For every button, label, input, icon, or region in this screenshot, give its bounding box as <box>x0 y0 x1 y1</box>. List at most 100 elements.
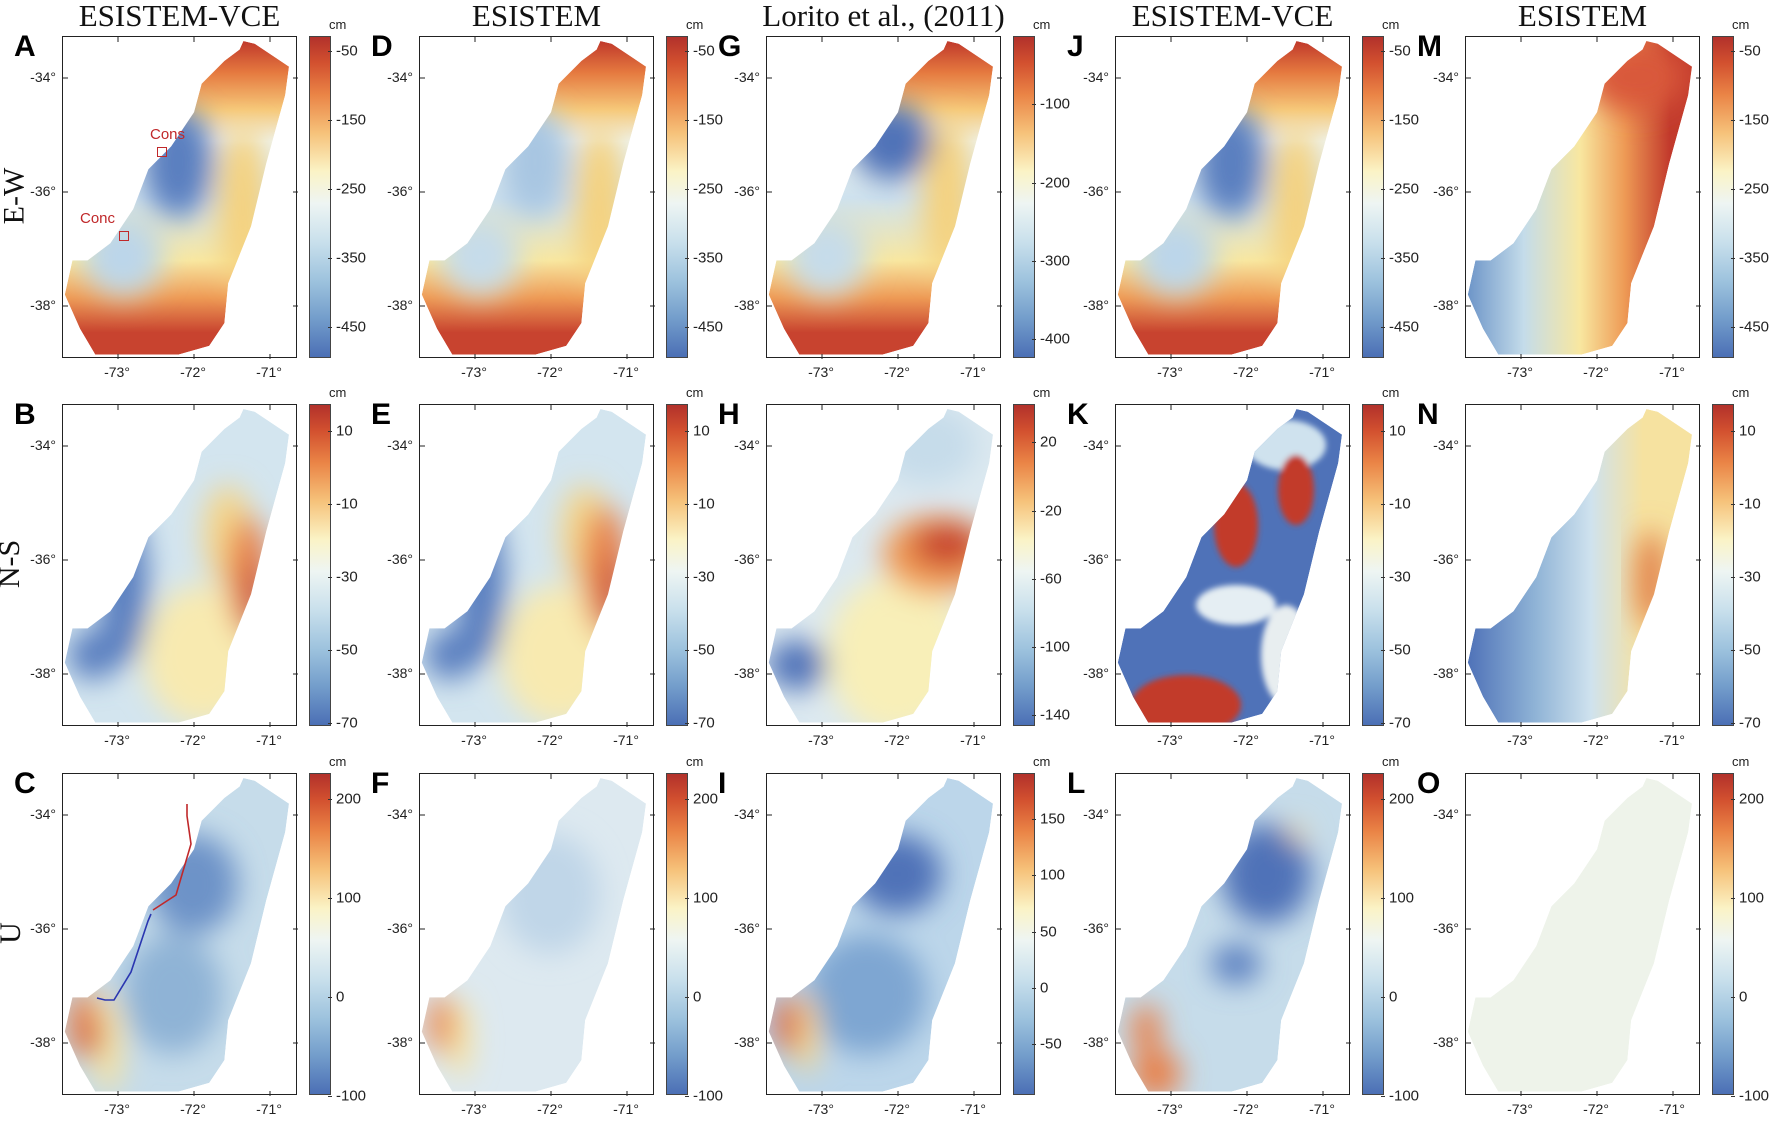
colorbar: -50 -150 -250 -350 -450 <box>309 36 366 358</box>
heatmap-anomaly <box>1131 675 1241 723</box>
heatmap-field <box>1466 37 1701 359</box>
heatmap-anomaly <box>440 217 520 297</box>
heatmap-anomaly <box>148 834 238 934</box>
y-tick-label: -36° <box>30 920 56 936</box>
x-tick-label: -71° <box>1659 732 1685 748</box>
colorbar-tick-label: 10 <box>1389 422 1406 440</box>
colorbar-tick-mark <box>685 798 689 800</box>
colorbar-tick-mark <box>685 650 689 652</box>
colorbar-tick-label: 100 <box>1389 889 1415 907</box>
row-label: E-W <box>0 167 31 225</box>
colorbar-tick-label: 100 <box>336 889 362 907</box>
colorbar-tick-label: -60 <box>1040 570 1062 588</box>
y-tick-label: -36° <box>387 183 413 199</box>
y-tick-label: -36° <box>387 551 413 567</box>
map-plot-area <box>766 404 1002 727</box>
colorbar-tick-label: -50 <box>1739 641 1761 659</box>
y-tick-label: -38° <box>1083 297 1109 313</box>
colorbar-unit: cm <box>1033 17 1051 32</box>
colorbar-tick-mark <box>328 650 332 652</box>
colorbar: 150 100 50 0 -50 <box>1013 773 1065 1095</box>
x-tick-label: -73° <box>461 732 487 748</box>
heatmap-anomaly <box>1261 605 1311 705</box>
rupture-trace-south <box>96 913 152 1001</box>
colorbar-unit: cm <box>1732 385 1750 400</box>
panel-letter: G <box>718 30 742 63</box>
station-label: Conc <box>80 210 116 227</box>
colorbar-tick-label: -70 <box>336 714 358 732</box>
heatmap-anomaly <box>1196 107 1266 217</box>
colorbar: -50 -150 -250 -350 -450 <box>1712 36 1769 358</box>
colorbar-tick-mark <box>1381 897 1385 899</box>
colorbar-tick-label: -350 <box>1739 249 1770 267</box>
panel-letter: N <box>1417 398 1439 431</box>
colorbar: 10 -10 -30 -50 -70 <box>1712 404 1761 732</box>
heatmap-field <box>420 37 655 359</box>
y-tick-label: -38° <box>1433 297 1459 313</box>
y-tick-label: -36° <box>387 920 413 936</box>
map-plot-area <box>766 773 1002 1096</box>
heatmap-anomaly <box>807 934 927 1054</box>
colorbar-tick-label: 0 <box>1739 988 1748 1006</box>
colorbar-tick-label: -100 <box>1739 1087 1770 1105</box>
x-tick-label: -73° <box>1507 1101 1533 1117</box>
y-tick-label: -34° <box>1433 806 1459 822</box>
colorbar-tick-label: -150 <box>1389 111 1420 129</box>
station-label: Cons <box>150 126 186 143</box>
panel-letter: C <box>14 767 36 800</box>
colorbar-tick-mark <box>1032 578 1036 580</box>
panel-letter: A <box>14 30 36 63</box>
heatmap-anomaly <box>1214 483 1258 567</box>
heatmap-anomaly <box>243 560 263 640</box>
heatmap-anomaly <box>68 630 118 680</box>
colorbar-tick-label: -400 <box>1040 330 1071 348</box>
colorbar-tick-mark <box>685 430 689 432</box>
colorbar: -100 -200 -300 -400 <box>1013 36 1070 358</box>
heatmap-field <box>767 774 1002 1096</box>
heatmap-anomaly <box>1586 42 1686 112</box>
colorbar-tick-label: 10 <box>336 422 353 440</box>
y-tick-label: -38° <box>734 665 760 681</box>
colorbar-tick-label: -150 <box>1739 111 1770 129</box>
colorbar-tick-mark <box>685 189 689 191</box>
colorbar-tick-label: -70 <box>693 714 715 732</box>
y-tick-label: -38° <box>387 297 413 313</box>
colorbar: 10 -10 -30 -50 -70 <box>1362 404 1411 732</box>
heatmap-anomaly <box>425 630 475 680</box>
colorbar-unit: cm <box>1033 385 1051 400</box>
map-plot-area <box>1115 36 1351 359</box>
column-title: ESISTEM <box>471 0 602 33</box>
colorbar-tick-mark <box>328 1096 332 1097</box>
colorbar-tick-label: -30 <box>336 568 358 586</box>
x-tick-label: -71° <box>613 1101 639 1117</box>
heatmap-field <box>63 774 298 1096</box>
heatmap-anomaly <box>768 640 827 690</box>
colorbar-tick-label: -350 <box>693 249 724 267</box>
colorbar-tick-mark <box>1381 120 1385 122</box>
colorbar-tick-mark <box>1731 326 1735 328</box>
y-tick-label: -34° <box>387 69 413 85</box>
x-tick-label: -73° <box>104 364 130 380</box>
colorbar-tick-label: -150 <box>336 111 367 129</box>
colorbar-tick-mark <box>1032 715 1036 717</box>
x-tick-label: -71° <box>1659 1101 1685 1117</box>
map-plot-area <box>419 36 655 359</box>
y-tick-label: -36° <box>734 183 760 199</box>
heatmap-field <box>767 37 1002 359</box>
colorbar-tick-mark <box>1731 576 1735 578</box>
colorbar-tick-label: -50 <box>1389 641 1411 659</box>
colorbar-tick-label: -10 <box>1739 495 1761 513</box>
y-tick-label: -38° <box>30 297 56 313</box>
colorbar-tick-label: -70 <box>1739 714 1761 732</box>
x-tick-label: -72° <box>884 732 910 748</box>
column-title: Lorito et al., (2011) <box>762 0 1005 33</box>
y-tick-label: -36° <box>734 551 760 567</box>
x-tick-label: -73° <box>461 364 487 380</box>
map-plot-area <box>766 36 1002 359</box>
y-tick-label: -38° <box>1433 665 1459 681</box>
colorbar-tick-label: -200 <box>1040 174 1071 192</box>
colorbar-tick-label: 10 <box>1739 422 1756 440</box>
colorbar-unit: cm <box>1732 754 1750 769</box>
y-tick-label: -34° <box>30 806 56 822</box>
colorbar-tick-mark <box>328 430 332 432</box>
